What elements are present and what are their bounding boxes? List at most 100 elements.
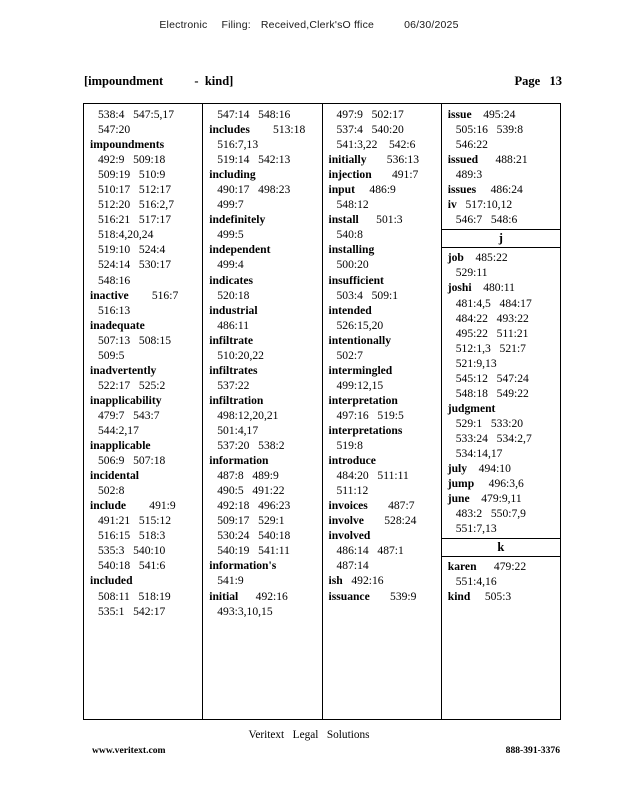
index-reference-line: 516:15 518:3 xyxy=(98,529,166,543)
index-reference-line: 516:7,13 xyxy=(217,138,259,152)
headword-references: 480:11 xyxy=(471,281,515,295)
index-entry-headword: issue 495:24 xyxy=(442,107,560,122)
index-reference-line: 524:14 530:17 xyxy=(98,258,172,272)
index-entry-headword: involved xyxy=(323,528,441,543)
index-reference-line: 545:12 547:24 xyxy=(455,371,529,385)
headword-references: 494:10 xyxy=(467,462,511,476)
headword-text: includes xyxy=(209,123,250,137)
index-reference-line: 499:7 xyxy=(217,198,244,212)
index-reference-line: 484:22 493:22 xyxy=(455,311,529,325)
index-reference-line: 509:19 510:9 xyxy=(98,168,166,182)
headword-references: 491:9 xyxy=(126,499,176,513)
index-reference-line: 520:18 xyxy=(217,288,250,302)
index-entry-headword: joshi 480:11 xyxy=(442,280,560,295)
index-reference-line: 486:11 xyxy=(217,318,250,332)
index-entry-headword: issues 486:24 xyxy=(442,182,560,197)
index-reference-line: 512:20 516:2,7 xyxy=(98,198,175,212)
index-reference-line: 540:18 541:6 xyxy=(98,559,166,573)
headword-text: interpretation xyxy=(328,393,398,407)
index-entry-headword: information's xyxy=(203,558,321,573)
headword-references: 479:22 xyxy=(476,560,527,574)
headword-text: include xyxy=(90,499,127,513)
index-entry-headword: impoundments xyxy=(84,137,202,152)
index-reference-line: 486:14 487:1 xyxy=(336,544,404,558)
index-reference-line: 546:7 548:6 xyxy=(455,213,518,227)
index-column-1: 538:4 547:5,17 547:20 impoundments 492:9 50… xyxy=(84,104,204,719)
headword-text: indefinitely xyxy=(209,213,266,227)
index-entry-headword: inapplicable xyxy=(84,438,202,453)
index-reference-line: 479:7 543:7 xyxy=(98,408,160,422)
headword-references: 485:22 xyxy=(463,251,508,265)
headword-text: issued xyxy=(447,153,479,167)
index-reference-line: 497:9 502:17 xyxy=(336,108,404,121)
index-reference-line: 522:17 525:2 xyxy=(98,378,166,392)
headword-text: intermingled xyxy=(328,363,393,377)
index-reference-line: 503:4 509:1 xyxy=(336,288,399,302)
index-reference-line: 537:4 540:20 xyxy=(336,123,404,137)
index-reference-line: 489:3 xyxy=(455,168,483,182)
headword-references: 505:3 xyxy=(470,590,512,604)
headword-text: industrial xyxy=(209,303,258,317)
headword-references: 516:7 xyxy=(128,288,179,302)
index-reference-line: 530:24 540:18 xyxy=(217,529,291,543)
headword-text: inapplicability xyxy=(90,393,162,407)
index-reference-line: 492:9 509:18 xyxy=(98,153,166,167)
headword-text: intentionally xyxy=(328,333,392,347)
index-reference-line: 507:13 508:15 xyxy=(98,333,172,347)
efiling-stamp: Electronic Filing: Received,Clerk'sO ffice… xyxy=(0,19,618,31)
index-reference-line: 516:13 xyxy=(98,303,131,317)
index-reference-line: 509:17 529:1 xyxy=(217,514,285,528)
index-entry-headword: intended xyxy=(323,303,441,318)
index-entry-headword: infiltrates xyxy=(203,363,321,378)
index-entry-headword: information xyxy=(203,453,321,468)
headword-text: injection xyxy=(328,168,372,182)
headword-text: invoices xyxy=(328,499,368,513)
index-entry-headword: judgment xyxy=(442,401,560,416)
headword-references: 536:13 xyxy=(366,153,420,167)
index-reference-line: 490:5 491:22 xyxy=(217,484,285,498)
index-reference-line: 481:4,5 484:17 xyxy=(455,296,532,310)
headword-references: 487:7 xyxy=(367,499,415,513)
index-entry-headword: industrial xyxy=(203,303,321,318)
headword-text: information xyxy=(209,454,269,468)
index-entry-headword: inactive 516:7 xyxy=(84,288,202,303)
index-reference-line: 499:4 xyxy=(217,258,244,272)
headword-text: introduce xyxy=(328,454,376,468)
headword-text: included xyxy=(90,574,133,588)
index-reference-line: 505:16 539:8 xyxy=(455,123,524,137)
index-reference-line: 548:12 xyxy=(336,198,369,212)
headword-text: input xyxy=(328,183,355,197)
page-number-label: Page 13 xyxy=(514,74,562,88)
index-entry-headword: initially 536:13 xyxy=(323,152,441,167)
headword-references: 501:3 xyxy=(358,213,403,227)
index-reference-line: 529:1 533:20 xyxy=(455,416,524,430)
index-reference-line: 548:18 549:22 xyxy=(455,386,529,400)
headword-text: july xyxy=(447,462,468,476)
index-reference-line: 492:18 496:23 xyxy=(217,499,291,513)
index-reference-line: 519:8 xyxy=(336,439,363,453)
index-reference-line: 547:14 548:16 xyxy=(217,108,291,121)
letter-section-header: k xyxy=(441,538,560,558)
index-reference-line: 497:16 519:5 xyxy=(336,408,404,422)
headword-references: 495:24 xyxy=(471,108,516,121)
headword-text: independent xyxy=(209,243,271,257)
index-entry-headword: incidental xyxy=(84,468,202,483)
index-entry-headword: including xyxy=(203,167,321,182)
index-entry-headword: inadequate xyxy=(84,318,202,333)
index-entry-headword: inapplicability xyxy=(84,393,202,408)
index-reference-line: 502:8 xyxy=(98,484,125,498)
headword-references: 513:18 xyxy=(249,123,306,137)
index-reference-line: 526:15,20 xyxy=(336,318,384,332)
headword-text: jump xyxy=(447,477,475,491)
index-range-title: [impoundment - kind] xyxy=(84,74,234,88)
index-reference-line: 519:10 524:4 xyxy=(98,243,166,257)
index-reference-line: 533:24 534:2,7 xyxy=(455,431,532,445)
headword-text: impoundments xyxy=(90,138,165,152)
index-entry-headword: interpretations xyxy=(323,423,441,438)
headword-text: insufficient xyxy=(328,273,384,287)
headword-text: including xyxy=(209,168,256,182)
index-entry-headword: input 486:9 xyxy=(323,182,441,197)
index-reference-line: 529:11 xyxy=(455,266,488,280)
index-reference-line: 538:4 547:5,17 xyxy=(98,108,175,121)
headword-text: job xyxy=(447,251,464,265)
